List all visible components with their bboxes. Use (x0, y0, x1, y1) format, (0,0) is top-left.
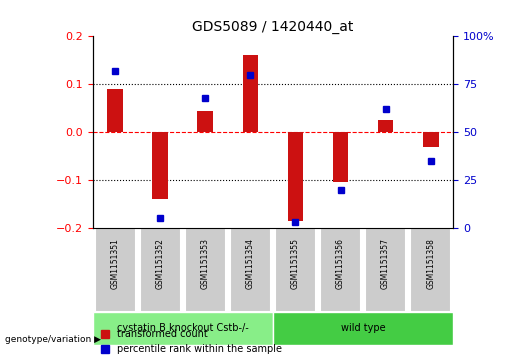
Text: GSM1151357: GSM1151357 (381, 238, 390, 289)
Bar (377, 120, 393, 132)
Bar (287, 132, 303, 221)
FancyBboxPatch shape (365, 228, 406, 312)
Bar (107, 89, 123, 132)
FancyBboxPatch shape (185, 228, 226, 312)
Text: GSM1151356: GSM1151356 (336, 238, 345, 289)
FancyBboxPatch shape (273, 312, 453, 345)
Bar (333, 132, 349, 183)
Text: GSM1151354: GSM1151354 (246, 238, 255, 289)
FancyBboxPatch shape (140, 228, 181, 312)
Text: GSM1151351: GSM1151351 (111, 238, 119, 289)
FancyBboxPatch shape (230, 228, 271, 312)
Title: GDS5089 / 1420440_at: GDS5089 / 1420440_at (192, 20, 354, 34)
Bar (197, 111, 213, 132)
Bar (423, 132, 439, 147)
FancyBboxPatch shape (320, 228, 361, 312)
FancyBboxPatch shape (93, 312, 273, 345)
FancyBboxPatch shape (275, 228, 316, 312)
Text: GSM1151353: GSM1151353 (201, 238, 210, 289)
Text: GSM1151358: GSM1151358 (426, 238, 435, 289)
Text: GSM1151355: GSM1151355 (291, 238, 300, 289)
Text: genotype/variation ▶: genotype/variation ▶ (5, 335, 101, 344)
FancyBboxPatch shape (410, 228, 451, 312)
Text: wild type: wild type (341, 323, 385, 333)
Text: GSM1151352: GSM1151352 (156, 238, 165, 289)
Bar (243, 56, 259, 132)
Text: cystatin B knockout Cstb-/-: cystatin B knockout Cstb-/- (117, 323, 249, 333)
Legend: transformed count, percentile rank within the sample: transformed count, percentile rank withi… (97, 326, 286, 358)
FancyBboxPatch shape (95, 228, 135, 312)
Bar (152, 132, 168, 199)
